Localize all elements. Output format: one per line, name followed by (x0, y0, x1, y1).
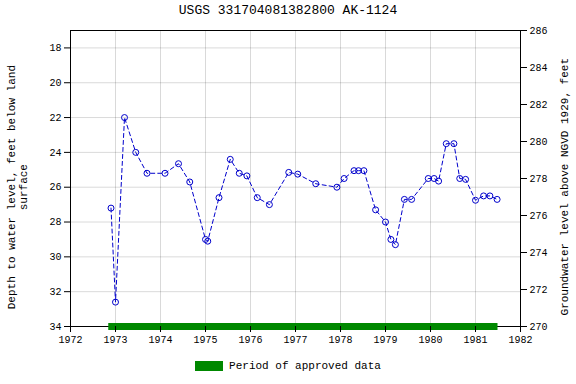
svg-text:1979: 1979 (373, 335, 397, 346)
html-text:USGS 331704081382800 AK-1124: USGS 331704081382800 AK-1124 (178, 3, 398, 18)
svg-text:278: 278 (530, 174, 548, 185)
svg-text:1973: 1973 (103, 335, 127, 346)
svg-text:32: 32 (49, 287, 61, 298)
svg-text:1977: 1977 (283, 335, 307, 346)
svg-text:1976: 1976 (238, 335, 262, 346)
svg-text:34: 34 (49, 322, 61, 333)
svg-text:28: 28 (49, 217, 61, 228)
svg-text:1972: 1972 (58, 335, 82, 346)
svg-text:1981: 1981 (463, 335, 487, 346)
svg-text:274: 274 (530, 248, 548, 259)
html-text:Groundwater level above NGVD 1: Groundwater level above NGVD 1929, feet (559, 58, 571, 316)
svg-text:1978: 1978 (328, 335, 352, 346)
svg-text:284: 284 (530, 63, 548, 74)
svg-text:280: 280 (530, 137, 548, 148)
svg-text:276: 276 (530, 211, 548, 222)
svg-text:1974: 1974 (148, 335, 172, 346)
svg-text:24: 24 (49, 148, 61, 159)
html-text:Depth to water level, feet bel: Depth to water level, feet below land su… (6, 64, 30, 310)
svg-text:1982: 1982 (508, 335, 532, 346)
svg-text:272: 272 (530, 285, 548, 296)
svg-text:26: 26 (49, 182, 61, 193)
svg-text:18: 18 (49, 43, 61, 54)
svg-text:22: 22 (49, 113, 61, 124)
svg-text:286: 286 (530, 26, 548, 37)
svg-text:282: 282 (530, 100, 548, 111)
svg-text:270: 270 (530, 322, 548, 333)
html-text:Period of approved data: Period of approved data (229, 360, 381, 372)
svg-text:1975: 1975 (193, 335, 217, 346)
svg-text:30: 30 (49, 252, 61, 263)
svg-text:1980: 1980 (418, 335, 442, 346)
svg-text:20: 20 (49, 78, 61, 89)
